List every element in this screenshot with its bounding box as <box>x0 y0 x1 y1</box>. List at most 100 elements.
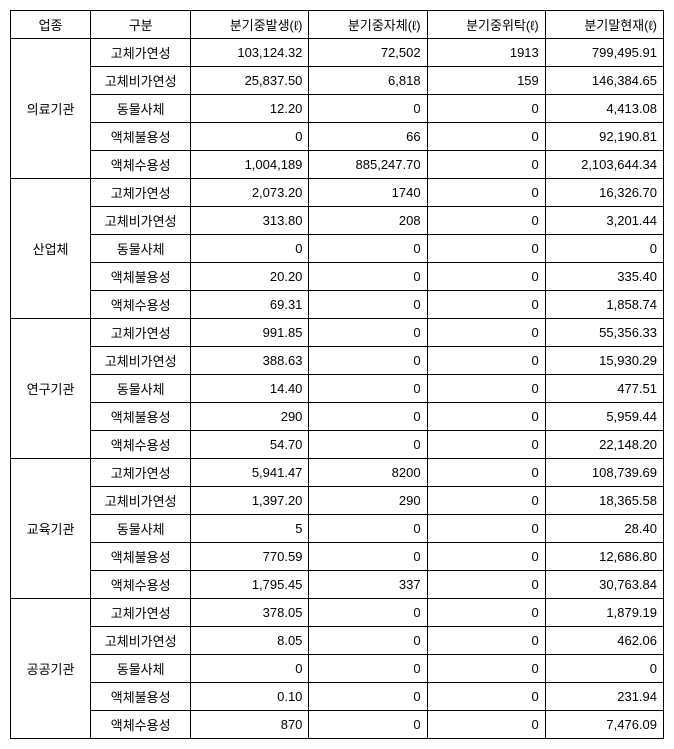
value-cell: 870 <box>191 711 309 739</box>
value-cell: 0 <box>309 263 427 291</box>
value-cell: 108,739.69 <box>545 459 663 487</box>
table-row: 액체수용성1,795.45337030,763.84 <box>11 571 664 599</box>
value-cell: 28.40 <box>545 515 663 543</box>
value-cell: 313.80 <box>191 207 309 235</box>
value-cell: 0 <box>427 347 545 375</box>
value-cell: 0 <box>427 95 545 123</box>
type-cell: 액체불용성 <box>91 543 191 571</box>
table-row: 고체비가연성25,837.506,818159146,384.65 <box>11 67 664 95</box>
table-row: 공공기관고체가연성378.05001,879.19 <box>11 599 664 627</box>
category-cell: 공공기관 <box>11 599 91 739</box>
table-row: 액체수용성1,004,189885,247.7002,103,644.34 <box>11 151 664 179</box>
value-cell: 0 <box>427 123 545 151</box>
value-cell: 337 <box>309 571 427 599</box>
value-cell: 0 <box>309 655 427 683</box>
value-cell: 15,930.29 <box>545 347 663 375</box>
value-cell: 770.59 <box>191 543 309 571</box>
value-cell: 0 <box>427 375 545 403</box>
category-cell: 연구기관 <box>11 319 91 459</box>
value-cell: 0 <box>309 515 427 543</box>
type-cell: 액체수용성 <box>91 151 191 179</box>
value-cell: 378.05 <box>191 599 309 627</box>
value-cell: 3,201.44 <box>545 207 663 235</box>
value-cell: 290 <box>191 403 309 431</box>
type-cell: 액체수용성 <box>91 431 191 459</box>
value-cell: 1740 <box>309 179 427 207</box>
value-cell: 0 <box>427 683 545 711</box>
value-cell: 1,795.45 <box>191 571 309 599</box>
value-cell: 0 <box>309 95 427 123</box>
header-type: 구분 <box>91 11 191 39</box>
value-cell: 0 <box>427 571 545 599</box>
value-cell: 0 <box>309 319 427 347</box>
waste-data-table: 업종 구분 분기중발생(ℓ) 분기중자체(ℓ) 분기중위탁(ℓ) 분기말현재(ℓ… <box>10 10 664 739</box>
type-cell: 고체가연성 <box>91 179 191 207</box>
table-row: 동물사체12.20004,413.08 <box>11 95 664 123</box>
value-cell: 335.40 <box>545 263 663 291</box>
value-cell: 0 <box>309 403 427 431</box>
value-cell: 0 <box>427 235 545 263</box>
type-cell: 고체비가연성 <box>91 347 191 375</box>
value-cell: 0 <box>545 235 663 263</box>
table-row: 산업체고체가연성2,073.201740016,326.70 <box>11 179 664 207</box>
type-cell: 고체비가연성 <box>91 487 191 515</box>
value-cell: 0 <box>545 655 663 683</box>
value-cell: 2,103,644.34 <box>545 151 663 179</box>
value-cell: 0 <box>427 263 545 291</box>
table-row: 동물사체50028.40 <box>11 515 664 543</box>
value-cell: 5,941.47 <box>191 459 309 487</box>
value-cell: 8200 <box>309 459 427 487</box>
table-row: 고체비가연성388.630015,930.29 <box>11 347 664 375</box>
category-cell: 산업체 <box>11 179 91 319</box>
value-cell: 0 <box>191 655 309 683</box>
table-row: 고체비가연성8.0500462.06 <box>11 627 664 655</box>
value-cell: 146,384.65 <box>545 67 663 95</box>
value-cell: 1913 <box>427 39 545 67</box>
value-cell: 0 <box>427 599 545 627</box>
table-row: 액체불용성770.590012,686.80 <box>11 543 664 571</box>
type-cell: 동물사체 <box>91 655 191 683</box>
value-cell: 12,686.80 <box>545 543 663 571</box>
type-cell: 액체수용성 <box>91 711 191 739</box>
value-cell: 290 <box>309 487 427 515</box>
table-row: 연구기관고체가연성991.850055,356.33 <box>11 319 664 347</box>
value-cell: 1,397.20 <box>191 487 309 515</box>
type-cell: 액체불용성 <box>91 403 191 431</box>
value-cell: 0 <box>427 515 545 543</box>
value-cell: 0 <box>309 599 427 627</box>
value-cell: 0 <box>309 543 427 571</box>
value-cell: 1,004,189 <box>191 151 309 179</box>
value-cell: 0 <box>191 235 309 263</box>
value-cell: 0.10 <box>191 683 309 711</box>
value-cell: 0 <box>309 375 427 403</box>
header-col1: 분기중발생(ℓ) <box>191 11 309 39</box>
table-row: 액체수용성69.31001,858.74 <box>11 291 664 319</box>
value-cell: 0 <box>191 123 309 151</box>
table-row: 교육기관고체가연성5,941.4782000108,739.69 <box>11 459 664 487</box>
type-cell: 동물사체 <box>91 95 191 123</box>
table-row: 액체수용성54.700022,148.20 <box>11 431 664 459</box>
type-cell: 액체불용성 <box>91 683 191 711</box>
category-cell: 의료기관 <box>11 39 91 179</box>
value-cell: 0 <box>427 627 545 655</box>
table-row: 액체불용성066092,190.81 <box>11 123 664 151</box>
value-cell: 0 <box>427 711 545 739</box>
value-cell: 462.06 <box>545 627 663 655</box>
value-cell: 25,837.50 <box>191 67 309 95</box>
value-cell: 0 <box>427 543 545 571</box>
value-cell: 14.40 <box>191 375 309 403</box>
type-cell: 액체불용성 <box>91 123 191 151</box>
value-cell: 1,879.19 <box>545 599 663 627</box>
value-cell: 66 <box>309 123 427 151</box>
value-cell: 885,247.70 <box>309 151 427 179</box>
value-cell: 92,190.81 <box>545 123 663 151</box>
value-cell: 0 <box>309 683 427 711</box>
type-cell: 액체수용성 <box>91 291 191 319</box>
value-cell: 0 <box>309 431 427 459</box>
value-cell: 16,326.70 <box>545 179 663 207</box>
table-row: 고체비가연성1,397.20290018,365.58 <box>11 487 664 515</box>
value-cell: 159 <box>427 67 545 95</box>
value-cell: 5,959.44 <box>545 403 663 431</box>
type-cell: 고체가연성 <box>91 599 191 627</box>
value-cell: 0 <box>427 459 545 487</box>
